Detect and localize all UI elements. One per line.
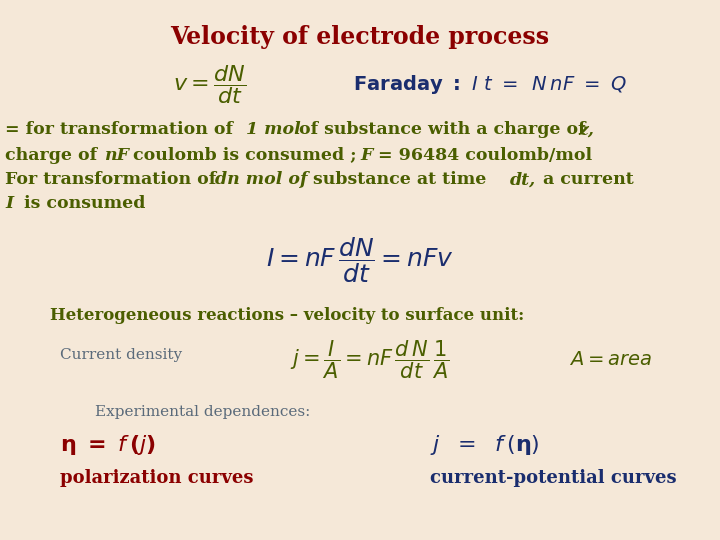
Text: charge of: charge of (5, 146, 103, 164)
Text: $v = \dfrac{dN}{dt}$: $v = \dfrac{dN}{dt}$ (174, 64, 247, 106)
Text: I: I (5, 194, 13, 212)
Text: = 96484 coulomb/mol: = 96484 coulomb/mol (372, 146, 592, 164)
Text: polarization curves: polarization curves (60, 469, 253, 487)
Text: coulomb is consumed ;: coulomb is consumed ; (127, 146, 374, 164)
Text: substance at time: substance at time (307, 172, 492, 188)
Text: dt,: dt, (510, 172, 536, 188)
Text: Current density: Current density (60, 348, 182, 362)
Text: z,: z, (578, 122, 594, 138)
Text: $j = \dfrac{I}{A} = nF\,\dfrac{d\,N}{dt}\,\dfrac{1}{A}$: $j = \dfrac{I}{A} = nF\,\dfrac{d\,N}{dt}… (290, 339, 450, 381)
Text: a current: a current (537, 172, 634, 188)
Text: $\mathbf{\eta}\ \mathbf{=}\ \mathit{f}\,\mathbf{(}\mathit{j}\mathbf{)}$: $\mathbf{\eta}\ \mathbf{=}\ \mathit{f}\,… (60, 433, 156, 457)
Text: 1 mol: 1 mol (246, 122, 301, 138)
Text: = for transformation of: = for transformation of (5, 122, 239, 138)
Text: of substance with a charge of: of substance with a charge of (293, 122, 592, 138)
Text: For transformation of: For transformation of (5, 172, 222, 188)
Text: $I = nF\,\dfrac{dN}{dt} = nFv$: $I = nF\,\dfrac{dN}{dt} = nFv$ (266, 235, 454, 285)
Text: current-potential curves: current-potential curves (430, 469, 677, 487)
Text: $j\ \ =\ \ \mathit{f}\,(\mathbf{\eta})$: $j\ \ =\ \ \mathit{f}\,(\mathbf{\eta})$ (430, 433, 539, 457)
Text: Velocity of electrode process: Velocity of electrode process (171, 25, 549, 49)
Text: $A = area$: $A = area$ (569, 351, 652, 369)
Text: Heterogeneous reactions – velocity to surface unit:: Heterogeneous reactions – velocity to su… (50, 307, 524, 323)
Text: $\bf{Faraday}$ $\bf{:}$ $\it{I}$ $t$ $=$ $\,N\,nF$ $=$ $Q$: $\bf{Faraday}$ $\bf{:}$ $\it{I}$ $t$ $=$… (353, 73, 627, 97)
Text: nF: nF (104, 146, 129, 164)
Text: Experimental dependences:: Experimental dependences: (95, 405, 310, 419)
Text: F: F (360, 146, 372, 164)
Text: is consumed: is consumed (18, 194, 145, 212)
Text: dn mol of: dn mol of (215, 172, 307, 188)
